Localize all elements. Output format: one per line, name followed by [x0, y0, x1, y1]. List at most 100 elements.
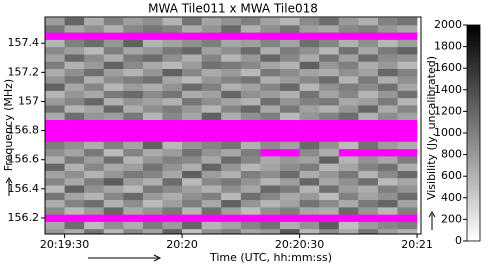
- cell: [142, 141, 163, 150]
- cell: [123, 90, 144, 99]
- cell: [377, 97, 398, 106]
- cell: [299, 156, 320, 164]
- cell: [64, 17, 85, 26]
- flagged-cell: [280, 119, 300, 128]
- cell: [377, 54, 398, 62]
- cell: [142, 112, 163, 120]
- flagged-cell: [358, 32, 379, 40]
- flagged-cell: [299, 134, 320, 142]
- cell: [319, 177, 340, 186]
- cell: [201, 46, 222, 55]
- cell: [397, 141, 418, 150]
- flagged-cell: [280, 126, 300, 135]
- cell: [240, 141, 261, 150]
- cell: [397, 54, 418, 62]
- cell: [123, 61, 144, 70]
- cell: [221, 148, 242, 157]
- cell: [338, 192, 359, 201]
- cell: [358, 177, 379, 186]
- cell: [221, 192, 242, 201]
- cell: [377, 141, 398, 150]
- flagged-cell: [142, 32, 163, 40]
- cell: [221, 199, 242, 208]
- cell: [123, 185, 144, 193]
- cell: [221, 25, 242, 33]
- flagged-cell: [358, 214, 379, 222]
- cell: [142, 105, 163, 113]
- cell: [338, 156, 359, 164]
- colorbar-tick-label: 1600: [434, 61, 462, 74]
- cell: [319, 163, 340, 171]
- cell: [240, 25, 261, 33]
- cell: [103, 148, 124, 157]
- cell: [221, 185, 242, 193]
- cell: [162, 192, 183, 201]
- cell: [338, 185, 359, 193]
- cell: [358, 46, 379, 55]
- cell: [377, 185, 398, 193]
- cell: [338, 207, 359, 215]
- cell: [162, 61, 183, 70]
- cell: [397, 68, 418, 77]
- cell: [377, 156, 398, 164]
- cell: [64, 54, 85, 62]
- cell: [397, 112, 418, 120]
- cell: [397, 163, 418, 171]
- cell: [377, 105, 398, 113]
- cell: [84, 17, 105, 26]
- cell: [240, 61, 261, 70]
- cell: [182, 75, 202, 84]
- cell: [84, 207, 105, 215]
- cell: [64, 156, 85, 164]
- cell: [64, 75, 85, 84]
- cell: [377, 39, 398, 48]
- flagged-cell: [162, 119, 183, 128]
- cell: [142, 192, 163, 201]
- flagged-cell: [240, 126, 261, 135]
- cell: [260, 221, 281, 230]
- cell: [84, 141, 105, 150]
- cell: [123, 141, 144, 150]
- cell: [338, 97, 359, 106]
- cell: [280, 156, 300, 164]
- cell: [358, 156, 379, 164]
- cell: [201, 207, 222, 215]
- cell: [397, 185, 418, 193]
- cell: [280, 199, 300, 208]
- cell: [45, 54, 65, 62]
- cell: [123, 83, 144, 91]
- colorbar-tick-label: 1800: [434, 40, 462, 53]
- cell: [377, 25, 398, 33]
- cell: [103, 17, 124, 26]
- cell: [103, 170, 124, 179]
- cell: [123, 68, 144, 77]
- cell: [103, 68, 124, 77]
- flagged-cell: [358, 126, 379, 135]
- cell: [299, 39, 320, 48]
- cell: [142, 39, 163, 48]
- cell: [319, 112, 340, 120]
- flagged-cell: [103, 126, 124, 135]
- cell: [182, 46, 202, 55]
- cell: [142, 75, 163, 84]
- cell: [280, 97, 300, 106]
- cell: [201, 228, 222, 234]
- flagged-cell: [319, 126, 340, 135]
- cell: [377, 17, 398, 26]
- cell: [123, 148, 144, 157]
- flagged-cell: [240, 134, 261, 142]
- cell: [299, 46, 320, 55]
- cell: [123, 17, 144, 26]
- cell: [162, 170, 183, 179]
- cell: [45, 221, 65, 230]
- cell: [260, 97, 281, 106]
- cell: [221, 39, 242, 48]
- cell: [201, 141, 222, 150]
- cell: [142, 148, 163, 157]
- cell: [319, 105, 340, 113]
- cell: [64, 192, 85, 201]
- cell: [221, 17, 242, 26]
- x-tick-label: 20:20: [166, 238, 198, 251]
- flagged-cell: [162, 214, 183, 222]
- cell: [377, 207, 398, 215]
